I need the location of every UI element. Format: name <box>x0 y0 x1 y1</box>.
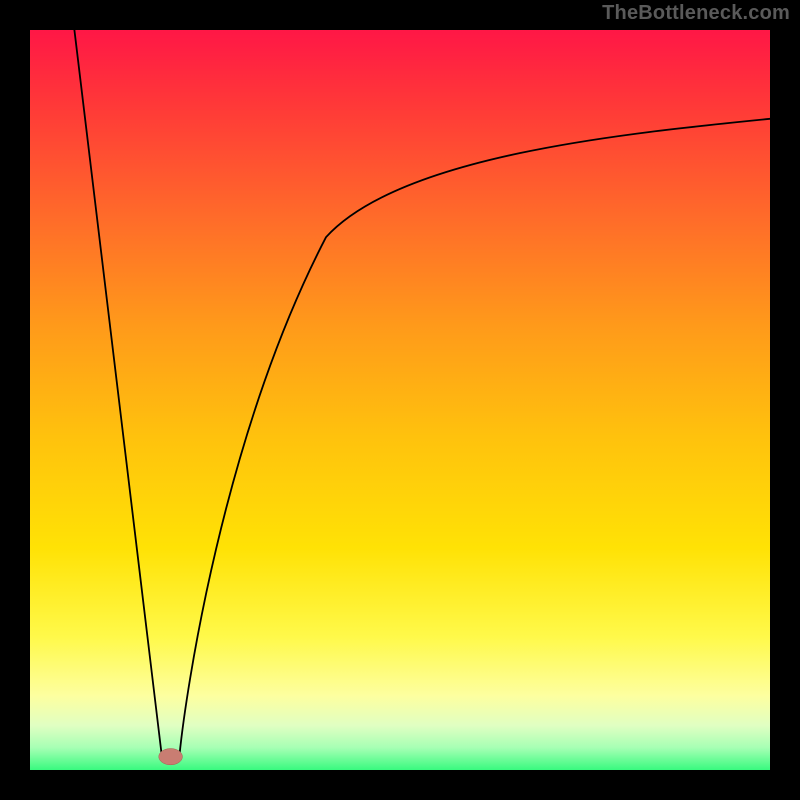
watermark-text: TheBottleneck.com <box>602 2 790 25</box>
optimal-point-marker <box>159 749 183 765</box>
chart-background <box>30 30 770 770</box>
chart-frame: TheBottleneck.com <box>0 0 800 800</box>
chart-svg <box>0 0 800 800</box>
